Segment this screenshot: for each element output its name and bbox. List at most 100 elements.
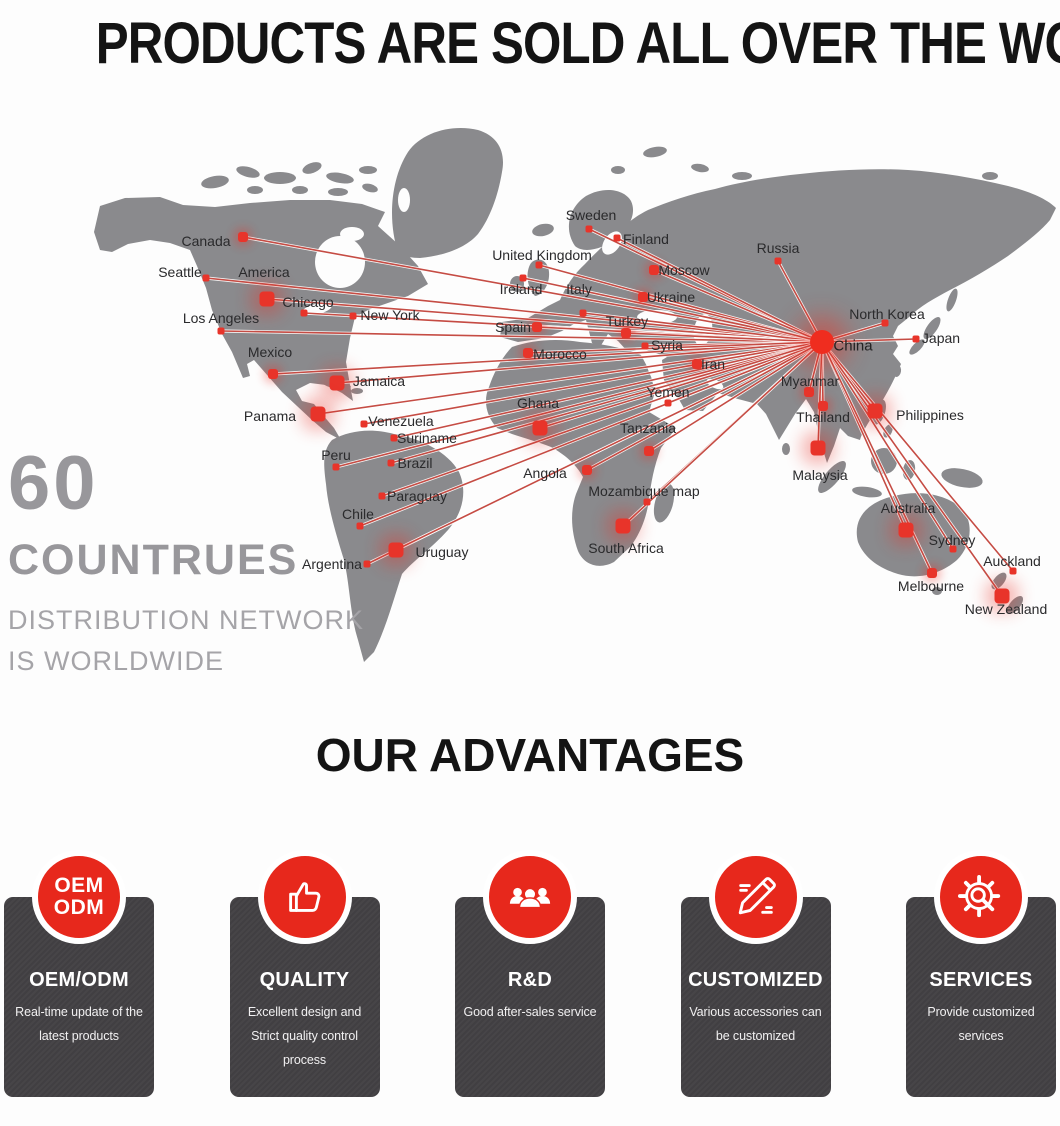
map-marker-new-york xyxy=(349,312,357,320)
map-marker-paraguay xyxy=(378,492,386,500)
island-tasmania xyxy=(932,587,942,595)
island-new-guinea xyxy=(941,468,983,488)
map-label-myanmar: Myanmar xyxy=(780,373,840,389)
map-marker-peru xyxy=(332,463,340,471)
advantage-card-r-d: R&D Good after-sales service xyxy=(455,850,605,1097)
hudson-strait xyxy=(340,227,364,241)
map-marker-australia xyxy=(898,522,914,538)
map-marker-myanmar xyxy=(804,387,814,397)
route-line-argentina xyxy=(366,341,823,565)
route-line-ukraine xyxy=(642,296,823,343)
map-label-venezuela: Venezuela xyxy=(368,413,434,429)
map-label-united-kingdom: United Kingdom xyxy=(492,247,592,263)
map-label-america: America xyxy=(238,264,290,280)
route-line-ghana xyxy=(539,341,823,429)
advantage-card-services: SERVICES Provide customized services xyxy=(906,850,1056,1097)
advantage-card-title: CUSTOMIZED xyxy=(688,969,823,991)
greenland-fjord xyxy=(398,188,410,212)
map-label-paraguay: Paraguay xyxy=(387,488,447,504)
map-marker-italy xyxy=(579,309,587,317)
map-marker-uruguay xyxy=(388,542,404,558)
map-marker-iran xyxy=(692,359,702,369)
map-marker-brazil xyxy=(387,459,395,467)
map-marker-sydney xyxy=(949,545,957,553)
map-marker-ghana xyxy=(532,420,548,436)
arctic-islands xyxy=(201,146,998,196)
map-label-morocco: Morocco xyxy=(533,346,587,362)
island-japan-honshu xyxy=(923,316,941,340)
route-line-tanzania xyxy=(648,341,823,452)
map-marker-ukraine xyxy=(638,292,648,302)
route-line-canada xyxy=(242,236,823,343)
map-marker-chile xyxy=(356,522,364,530)
map-marker-syria xyxy=(641,342,649,350)
map-marker-venezuela xyxy=(360,420,368,428)
map-marker-angola xyxy=(582,465,592,475)
map-label-mozambique-map: Mozambique map xyxy=(588,483,700,499)
map-marker-russia xyxy=(774,257,782,265)
map-label-sweden: Sweden xyxy=(565,207,617,223)
island-united-kingdom xyxy=(527,259,550,296)
map-marker-canada xyxy=(238,232,248,242)
island-java xyxy=(852,486,882,498)
route-line-jamaica xyxy=(336,341,823,384)
map-marker-thailand xyxy=(818,401,828,411)
advantage-card-title: QUALITY xyxy=(259,969,350,991)
map-label-uruguay: Uruguay xyxy=(415,544,469,560)
team-icon xyxy=(507,874,553,920)
route-line-paraguay xyxy=(381,341,823,497)
route-line-japan xyxy=(821,338,917,343)
advantage-card-description: Provide customized services xyxy=(927,1005,1035,1043)
map-label-sydney: Sydney xyxy=(928,532,976,548)
map-marker-china xyxy=(810,330,834,354)
route-line-finland xyxy=(616,237,823,343)
route-line-south-africa xyxy=(622,341,823,527)
map-label-north-korea: North Korea xyxy=(849,306,925,322)
advantage-badge-circle xyxy=(708,850,803,944)
route-line-yemen xyxy=(667,341,823,404)
map-marker-south-africa xyxy=(615,518,631,534)
advantages-title: OUR ADVANTAGES xyxy=(315,729,745,781)
advantage-badge-circle xyxy=(257,850,352,944)
map-marker-united-kingdom xyxy=(535,261,543,269)
map-label-yemen: Yemen xyxy=(646,384,690,400)
map-label-russia: Russia xyxy=(756,240,800,256)
map-marker-america xyxy=(259,291,275,307)
map-label-jamaica: Jamaica xyxy=(352,373,406,389)
map-label-ireland: Ireland xyxy=(499,281,543,297)
route-line-panama xyxy=(317,341,823,415)
map-label-thailand: Thailand xyxy=(796,409,850,425)
map-label-finland: Finland xyxy=(623,231,669,247)
map-marker-auckland xyxy=(1009,567,1017,575)
distribution-stats: 60 COUNTRUES DISTRIBUTION NETWORK IS WOR… xyxy=(8,445,364,677)
map-marker-mozambique-map xyxy=(643,498,651,506)
map-label-angola: Angola xyxy=(523,465,567,481)
map-label-ghana: Ghana xyxy=(516,395,560,411)
map-marker-new-zealand xyxy=(994,588,1010,604)
map-marker-philippines xyxy=(867,403,883,419)
pencil-edit-icon xyxy=(733,874,779,920)
map-marker-suriname xyxy=(390,434,398,442)
countries-word: COUNTRUES xyxy=(8,536,299,585)
map-label-iran: Iran xyxy=(700,356,726,372)
gear-search-icon xyxy=(958,874,1004,920)
oem-odm-text-badge: OEM ODM xyxy=(53,873,105,919)
advantage-card-title: R&D xyxy=(507,969,553,991)
map-label-argentina: Argentina xyxy=(302,556,362,572)
island-sakhalin xyxy=(946,288,958,312)
map-label-italy: Italy xyxy=(566,281,592,297)
route-line-seattle xyxy=(205,277,823,343)
route-line-melbourne xyxy=(821,341,933,574)
route-line-russia xyxy=(777,260,823,343)
map-label-turkey: Turkey xyxy=(605,313,649,329)
map-label-spain: Spain xyxy=(495,319,531,335)
map-label-malaysia: Malaysia xyxy=(792,467,848,483)
map-label-suriname: Suriname xyxy=(397,430,457,446)
route-line-mexico xyxy=(272,341,823,375)
world-map-area: Canada Seattle America Chicago New York Los A… xyxy=(0,110,1060,690)
route-line-ireland xyxy=(522,277,823,343)
advantage-badge-circle xyxy=(934,850,1028,944)
island-sumatra xyxy=(818,461,846,493)
map-marker-yemen xyxy=(664,399,672,407)
route-line-angola xyxy=(586,341,823,471)
